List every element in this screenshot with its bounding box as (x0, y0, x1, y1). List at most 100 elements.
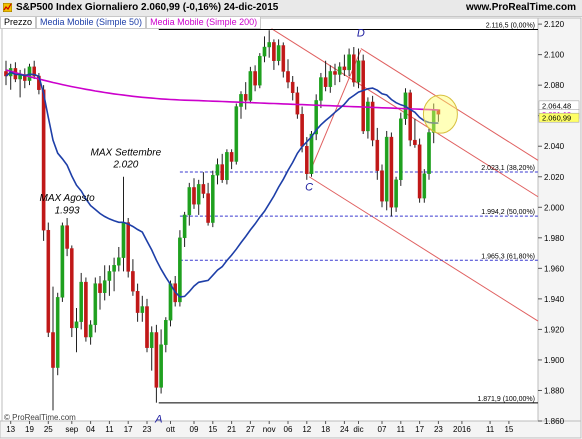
candle (375, 127, 380, 180)
candle-body (41, 89, 46, 231)
candle-body (239, 94, 243, 107)
candle-body (380, 170, 384, 202)
candle-body (168, 283, 173, 321)
candle (248, 66, 253, 104)
candle (399, 112, 403, 186)
candle (60, 222, 65, 302)
candle (229, 149, 234, 170)
y-tick-label: 1.920 (544, 325, 565, 334)
candle-body (314, 100, 319, 135)
candle (234, 103, 239, 165)
candle (295, 86, 300, 119)
candle (262, 36, 267, 63)
candle-body (366, 101, 370, 132)
candle (239, 91, 243, 119)
x-tick-label: 21 (227, 425, 236, 434)
candle (93, 277, 98, 333)
candle-body (215, 164, 220, 176)
candle-body (281, 45, 286, 72)
legend-sma200[interactable]: Media Mobile (Simple 200) (146, 17, 262, 29)
legend-price[interactable]: Prezzo (0, 17, 37, 29)
candle-body (55, 297, 60, 368)
candle-body (140, 306, 145, 313)
candle (154, 324, 159, 403)
x-tick-label: 09 (190, 425, 199, 434)
candle-body (305, 146, 309, 174)
candle (116, 246, 121, 272)
x-tick-label: 07 (378, 425, 387, 434)
candle-body (361, 60, 366, 132)
chart-icon (3, 3, 12, 12)
candle (427, 127, 431, 180)
x-tick-label: 27 (246, 425, 255, 434)
candle-body (196, 184, 201, 205)
candle (131, 259, 135, 296)
candle-body (370, 101, 375, 141)
candle-body (163, 320, 168, 345)
channel-line (360, 48, 539, 161)
candle (366, 97, 370, 139)
candle-body (394, 179, 398, 208)
candle (276, 39, 281, 66)
y-tick-label: 2.000 (544, 203, 565, 212)
candle-body (225, 152, 229, 181)
x-axis-panel (0, 420, 582, 439)
x-tick-label: sep (65, 425, 78, 434)
candle-body (126, 222, 130, 272)
candle-body (102, 280, 107, 293)
candle-body (84, 281, 88, 338)
candle (65, 217, 69, 257)
candle-body (427, 132, 431, 174)
candle-body (417, 144, 422, 199)
candle-body (32, 66, 36, 77)
highlight-circle (422, 94, 458, 134)
indicator-legend: Prezzo Media Mobile (Simple 50) Media Mobi… (0, 17, 262, 29)
footer-copyright: © ProRealTime.com (4, 413, 76, 422)
candle-body (154, 332, 159, 388)
chart-title: S&P500 Index Giornaliero 2.060,99 (-0,16… (16, 2, 279, 13)
candle-body (107, 271, 112, 281)
x-tick-label: 23 (434, 425, 443, 434)
legend-sma50[interactable]: Media Mobile (Simple 50) (36, 17, 147, 29)
candle (196, 179, 201, 215)
candle-body (286, 71, 290, 83)
candle (394, 176, 398, 212)
candle-body (375, 139, 380, 171)
candle (84, 277, 88, 342)
annotation-text: MAX Agosto (39, 193, 95, 204)
candle (333, 63, 337, 86)
candle-body (121, 222, 126, 258)
x-tick-label: 13 (6, 425, 15, 434)
x-tick-label: 11 (397, 425, 406, 434)
x-tick-label: dic (353, 425, 363, 434)
candle-body (145, 306, 149, 348)
candle-body (201, 184, 206, 194)
x-tick-label: 17 (124, 425, 133, 434)
sma200-line (5, 69, 439, 111)
channel-line (308, 176, 539, 322)
candle-body (319, 77, 323, 101)
candle-body (408, 92, 413, 141)
candle (163, 317, 168, 353)
candle (309, 130, 314, 177)
wave-point-label: C (305, 181, 313, 193)
candle-body (399, 118, 403, 181)
candle (41, 85, 46, 241)
sma50-line (5, 71, 439, 298)
candle-body (253, 71, 257, 86)
wave-point-label: A (154, 414, 162, 426)
candle (46, 222, 51, 338)
price-tag-label: 2.064,48 (542, 101, 571, 110)
candle-body (65, 225, 69, 249)
site-name[interactable]: www.ProRealTime.com (465, 2, 576, 13)
candle (107, 265, 112, 296)
candle-body (328, 71, 333, 87)
x-tick-label: 11 (486, 425, 495, 434)
candle-body (159, 344, 163, 388)
y-tick-label: 1.900 (544, 356, 565, 365)
fib-level-label: 1.994,2 (50,00%) (481, 209, 535, 216)
y-tick-label: 1.980 (544, 234, 565, 243)
candle-body (46, 229, 51, 333)
candle (384, 130, 389, 211)
